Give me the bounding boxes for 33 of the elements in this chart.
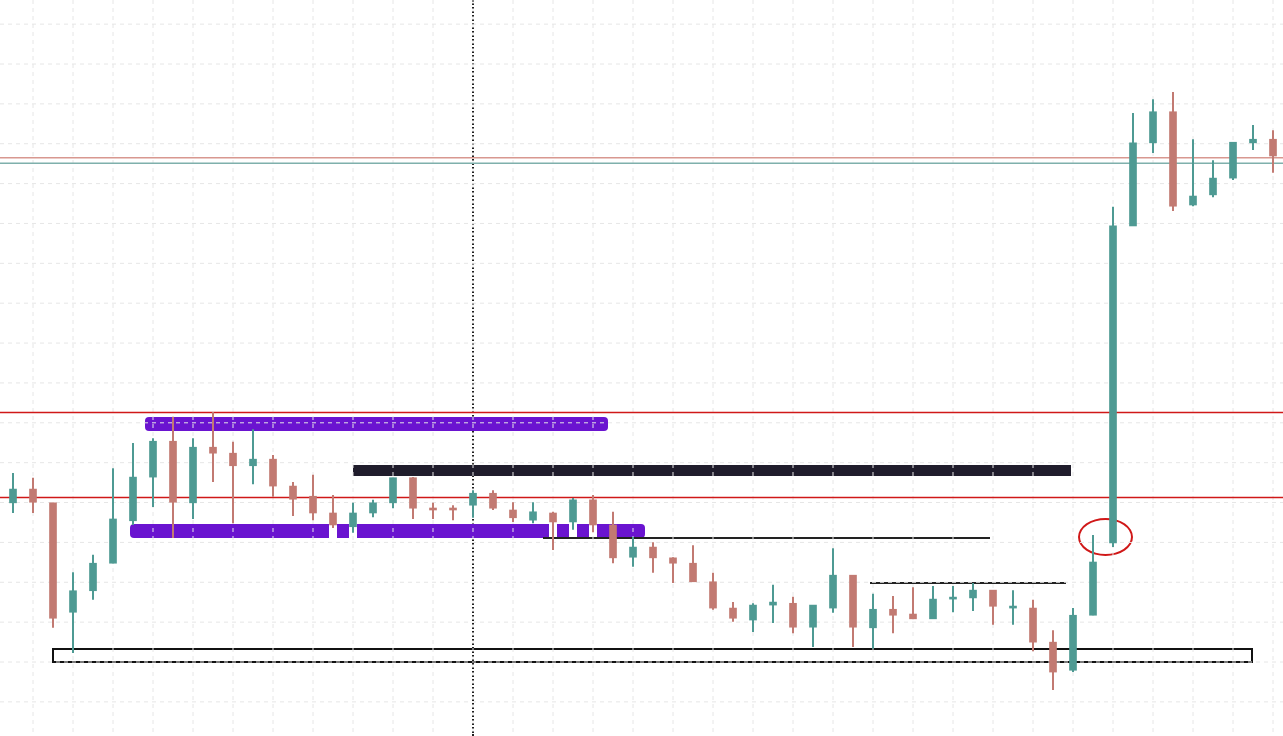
candlestick	[1209, 159, 1217, 199]
candlestick	[669, 556, 677, 584]
candlestick	[349, 501, 357, 534]
candlestick	[869, 592, 877, 650]
candlestick	[649, 541, 657, 574]
candlestick	[889, 595, 897, 635]
candlestick	[1189, 138, 1197, 208]
candlestick	[909, 586, 917, 620]
candlestick	[229, 440, 237, 525]
candlestick	[469, 489, 477, 519]
candlestick	[69, 571, 77, 654]
candlestick	[749, 602, 757, 633]
candlestick	[1249, 123, 1257, 152]
candlestick	[9, 471, 17, 514]
candlestick	[809, 604, 817, 648]
candlestick	[989, 589, 997, 626]
candlestick	[209, 410, 217, 483]
candlestick	[29, 476, 37, 514]
candlestick	[629, 535, 637, 568]
candlestick	[549, 510, 557, 552]
candlestick	[969, 581, 977, 613]
candlestick	[329, 494, 337, 529]
candlestick	[729, 601, 737, 623]
candlestick	[529, 501, 537, 525]
candlestick	[929, 584, 937, 620]
candlestick	[489, 489, 497, 511]
candlestick	[689, 544, 697, 583]
candlestick	[289, 480, 297, 517]
candlestick	[249, 428, 257, 486]
candlestick	[309, 473, 317, 522]
candlestick	[509, 501, 517, 523]
candlestick	[569, 497, 577, 531]
candlestick	[1269, 129, 1277, 174]
